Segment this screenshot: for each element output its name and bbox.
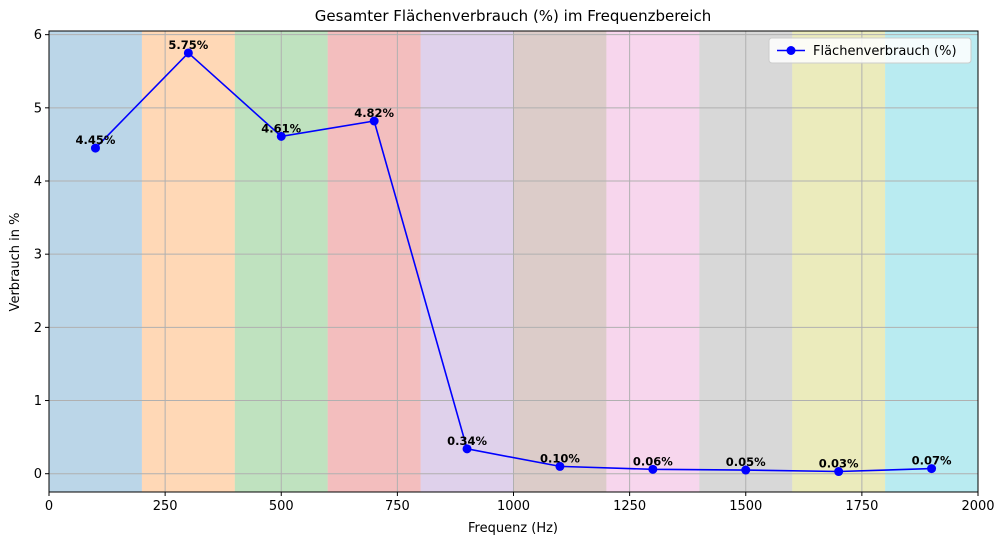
x-tick-label: 250: [153, 499, 178, 514]
data-point: [834, 467, 844, 477]
x-tick-label: 500: [269, 499, 294, 514]
legend: Flächenverbrauch (%): [768, 37, 972, 64]
data-label: 4.82%: [354, 106, 394, 120]
band-3: [327, 31, 421, 492]
x-tick-label: 1750: [845, 499, 878, 514]
data-point: [648, 464, 658, 474]
legend-label: Flächenverbrauch (%): [813, 44, 957, 59]
y-tick-label: 5: [34, 101, 42, 116]
data-point: [555, 461, 565, 471]
y-tick-label: 6: [34, 28, 42, 43]
chart-title: Gesamter Flächenverbrauch (%) im Frequen…: [315, 7, 711, 25]
data-point: [462, 444, 472, 454]
data-point: [276, 131, 286, 141]
data-points: [90, 48, 937, 477]
x-tick-label: 2000: [961, 499, 994, 514]
y-tick-label: 1: [34, 394, 42, 409]
x-axis-ticks: 0 250 500 750 1000 1250 1500 1750 2000: [45, 492, 995, 514]
data-labels: 4.45% 5.75% 4.61% 4.82% 0.34% 0.10% 0.06% 0.05%…: [75, 38, 951, 471]
data-point: [369, 116, 379, 126]
y-tick-label: 0: [34, 467, 42, 482]
band-6: [606, 31, 700, 492]
band-9: [885, 31, 978, 492]
series-line: [94, 51, 932, 473]
band-8: [792, 31, 886, 492]
data-label: 0.07%: [912, 454, 952, 468]
series-line-layer: [94, 51, 932, 473]
legend-box: [768, 37, 972, 64]
band-1: [141, 31, 235, 492]
x-tick-label: 750: [385, 499, 410, 514]
y-tick-label: 2: [34, 321, 42, 336]
x-tick-label: 1250: [613, 499, 646, 514]
data-label: 0.05%: [726, 455, 766, 469]
y-tick-label: 3: [34, 248, 42, 263]
band-0: [49, 31, 142, 492]
x-tick-label: 1000: [497, 499, 530, 514]
data-point: [927, 464, 937, 474]
x-axis-title: Frequenz (Hz): [468, 521, 558, 536]
x-tick-label: 0: [45, 499, 53, 514]
y-axis-ticks: 0 1 2 3 4 5 6: [34, 28, 49, 482]
data-point: [90, 143, 100, 153]
data-point: [741, 465, 751, 475]
data-label: 4.61%: [261, 121, 301, 135]
data-label: 4.45%: [75, 133, 115, 147]
x-tick-label: 1500: [729, 499, 762, 514]
y-axis-title: Verbrauch in %: [8, 213, 23, 312]
y-tick-label: 4: [34, 175, 42, 190]
data-point: [183, 48, 193, 58]
data-label: 5.75%: [168, 38, 208, 52]
band-5: [513, 31, 607, 492]
data-label: 0.10%: [540, 451, 580, 465]
data-label: 0.03%: [819, 457, 859, 471]
data-label: 0.34%: [447, 434, 487, 448]
legend-marker: [786, 46, 796, 55]
band-4: [420, 31, 514, 492]
data-label: 0.06%: [633, 454, 673, 468]
